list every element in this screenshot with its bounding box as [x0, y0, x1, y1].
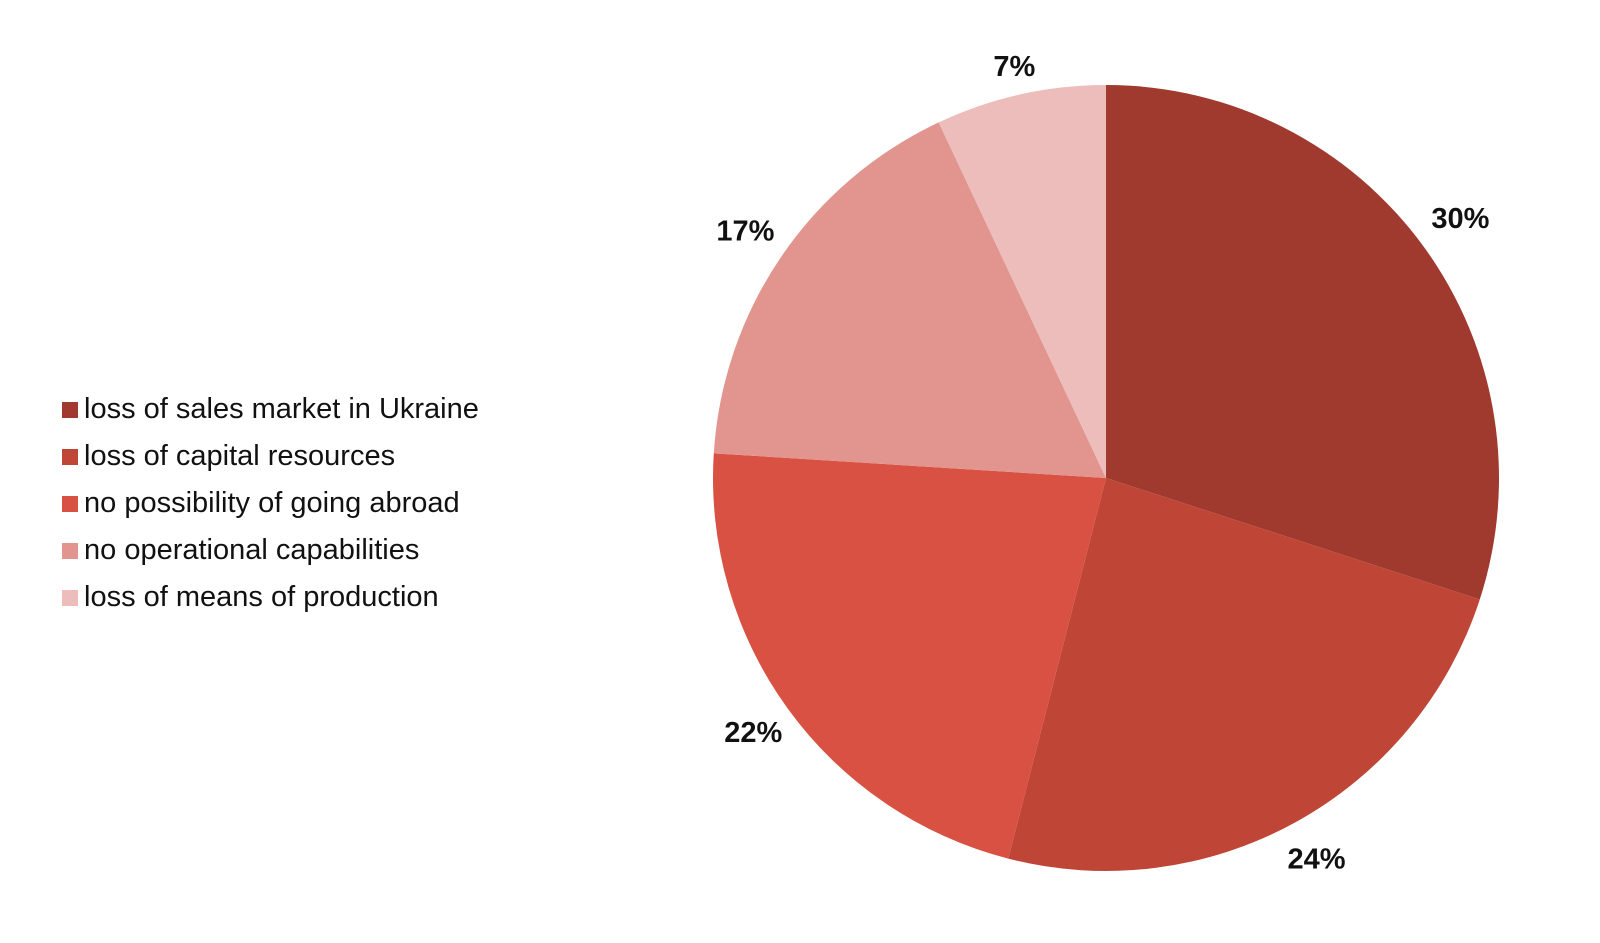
pie-slice-0: [1106, 85, 1500, 600]
pie-label-sales-market: 30%: [1431, 203, 1489, 235]
slices-layer: [712, 85, 1500, 871]
legend-item-sales-market: loss of sales market in Ukraine: [62, 386, 479, 433]
legend-swatch: [62, 448, 78, 465]
legend-item-means-of-production: loss of means of production: [62, 574, 479, 621]
legend-label: loss of means of production: [84, 581, 439, 613]
legend-item-operational-capabilities: no operational capabilities: [62, 527, 479, 574]
legend-label: loss of capital resources: [84, 440, 396, 472]
legend-label: no possibility of going abroad: [84, 487, 460, 519]
legend-swatch: [62, 589, 78, 606]
legend-swatch: [62, 401, 78, 418]
pie-label-operational-capabilities: 17%: [716, 216, 774, 248]
pie-slice-1: [1008, 478, 1480, 871]
legend: loss of sales market in Ukraine loss of …: [62, 386, 479, 621]
legend-swatch: [62, 495, 78, 512]
labels-layer: 30% 24% 22% 17% 7%: [716, 51, 1489, 876]
pie-label-capital-resources: 24%: [1288, 844, 1346, 876]
pie-label-means-of-production: 7%: [993, 51, 1035, 83]
legend-item-going-abroad: no possibility of going abroad: [62, 480, 479, 527]
pie-slice-2: [712, 453, 1106, 859]
legend-item-capital-resources: loss of capital resources: [62, 433, 479, 480]
legend-label: no operational capabilities: [84, 534, 420, 566]
pie-label-going-abroad: 22%: [724, 717, 782, 749]
legend-label: loss of sales market in Ukraine: [84, 393, 479, 425]
legend-swatch: [62, 542, 78, 559]
pie-slice-3: [713, 122, 1106, 479]
pie-slice-4: [938, 85, 1106, 478]
